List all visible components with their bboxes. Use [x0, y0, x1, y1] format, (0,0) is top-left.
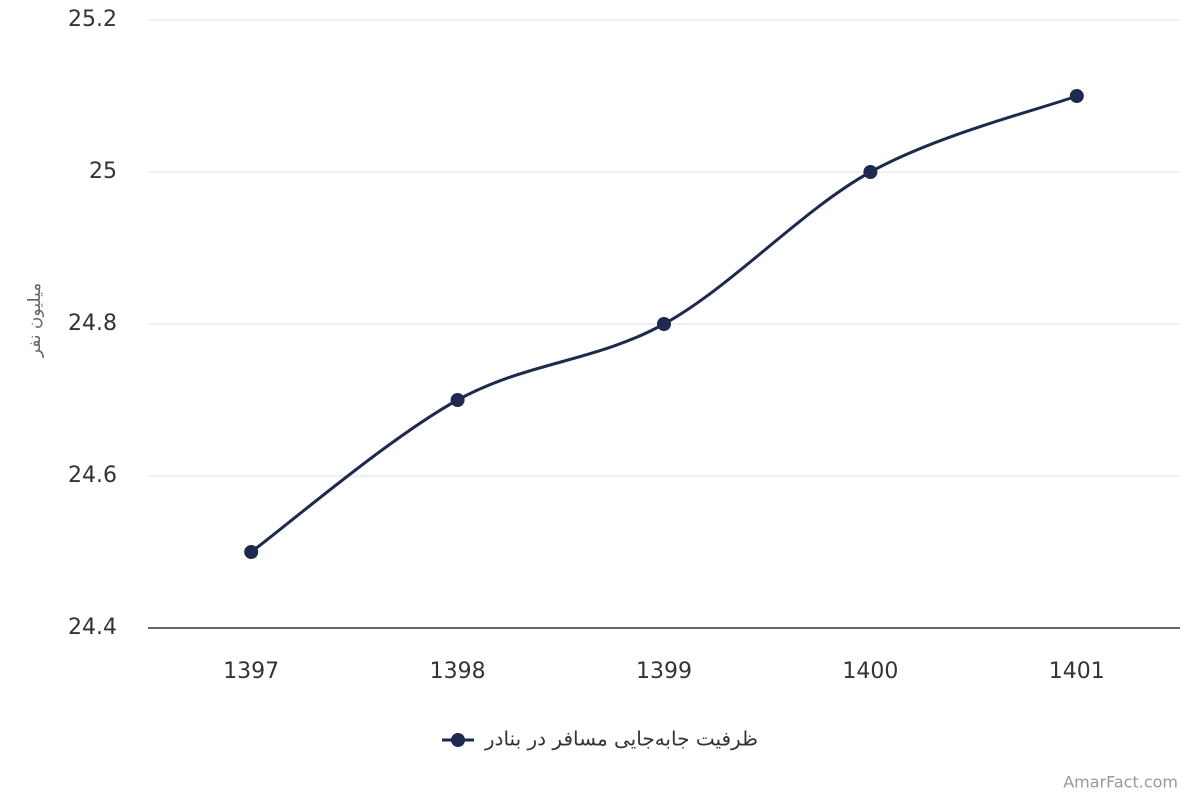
y-tick-label: 24.8	[68, 311, 117, 336]
point	[863, 165, 878, 179]
y-tick-label: 25	[89, 159, 117, 184]
y-axis-label: میلیون نفر	[25, 283, 45, 358]
x-tick-label: 1401	[1049, 659, 1105, 684]
point	[450, 393, 465, 407]
x-tick-label: 1399	[636, 659, 692, 684]
y-tick-label: 24.4	[68, 615, 117, 640]
point	[657, 317, 671, 331]
x-tick-label: 1398	[430, 659, 486, 684]
point	[244, 545, 259, 559]
legend-label: ظرفیت جابه‌جایی مسافر در بنادر	[484, 727, 758, 751]
y-tick-label: 25.2	[68, 7, 117, 32]
x-tick-label: 1397	[223, 659, 279, 684]
x-tick-label: 1400	[842, 659, 898, 684]
y-tick-label: 24.6	[68, 463, 117, 488]
legend-marker	[451, 733, 465, 747]
point	[1069, 89, 1084, 103]
credit: AmarFact.com	[1063, 773, 1178, 792]
